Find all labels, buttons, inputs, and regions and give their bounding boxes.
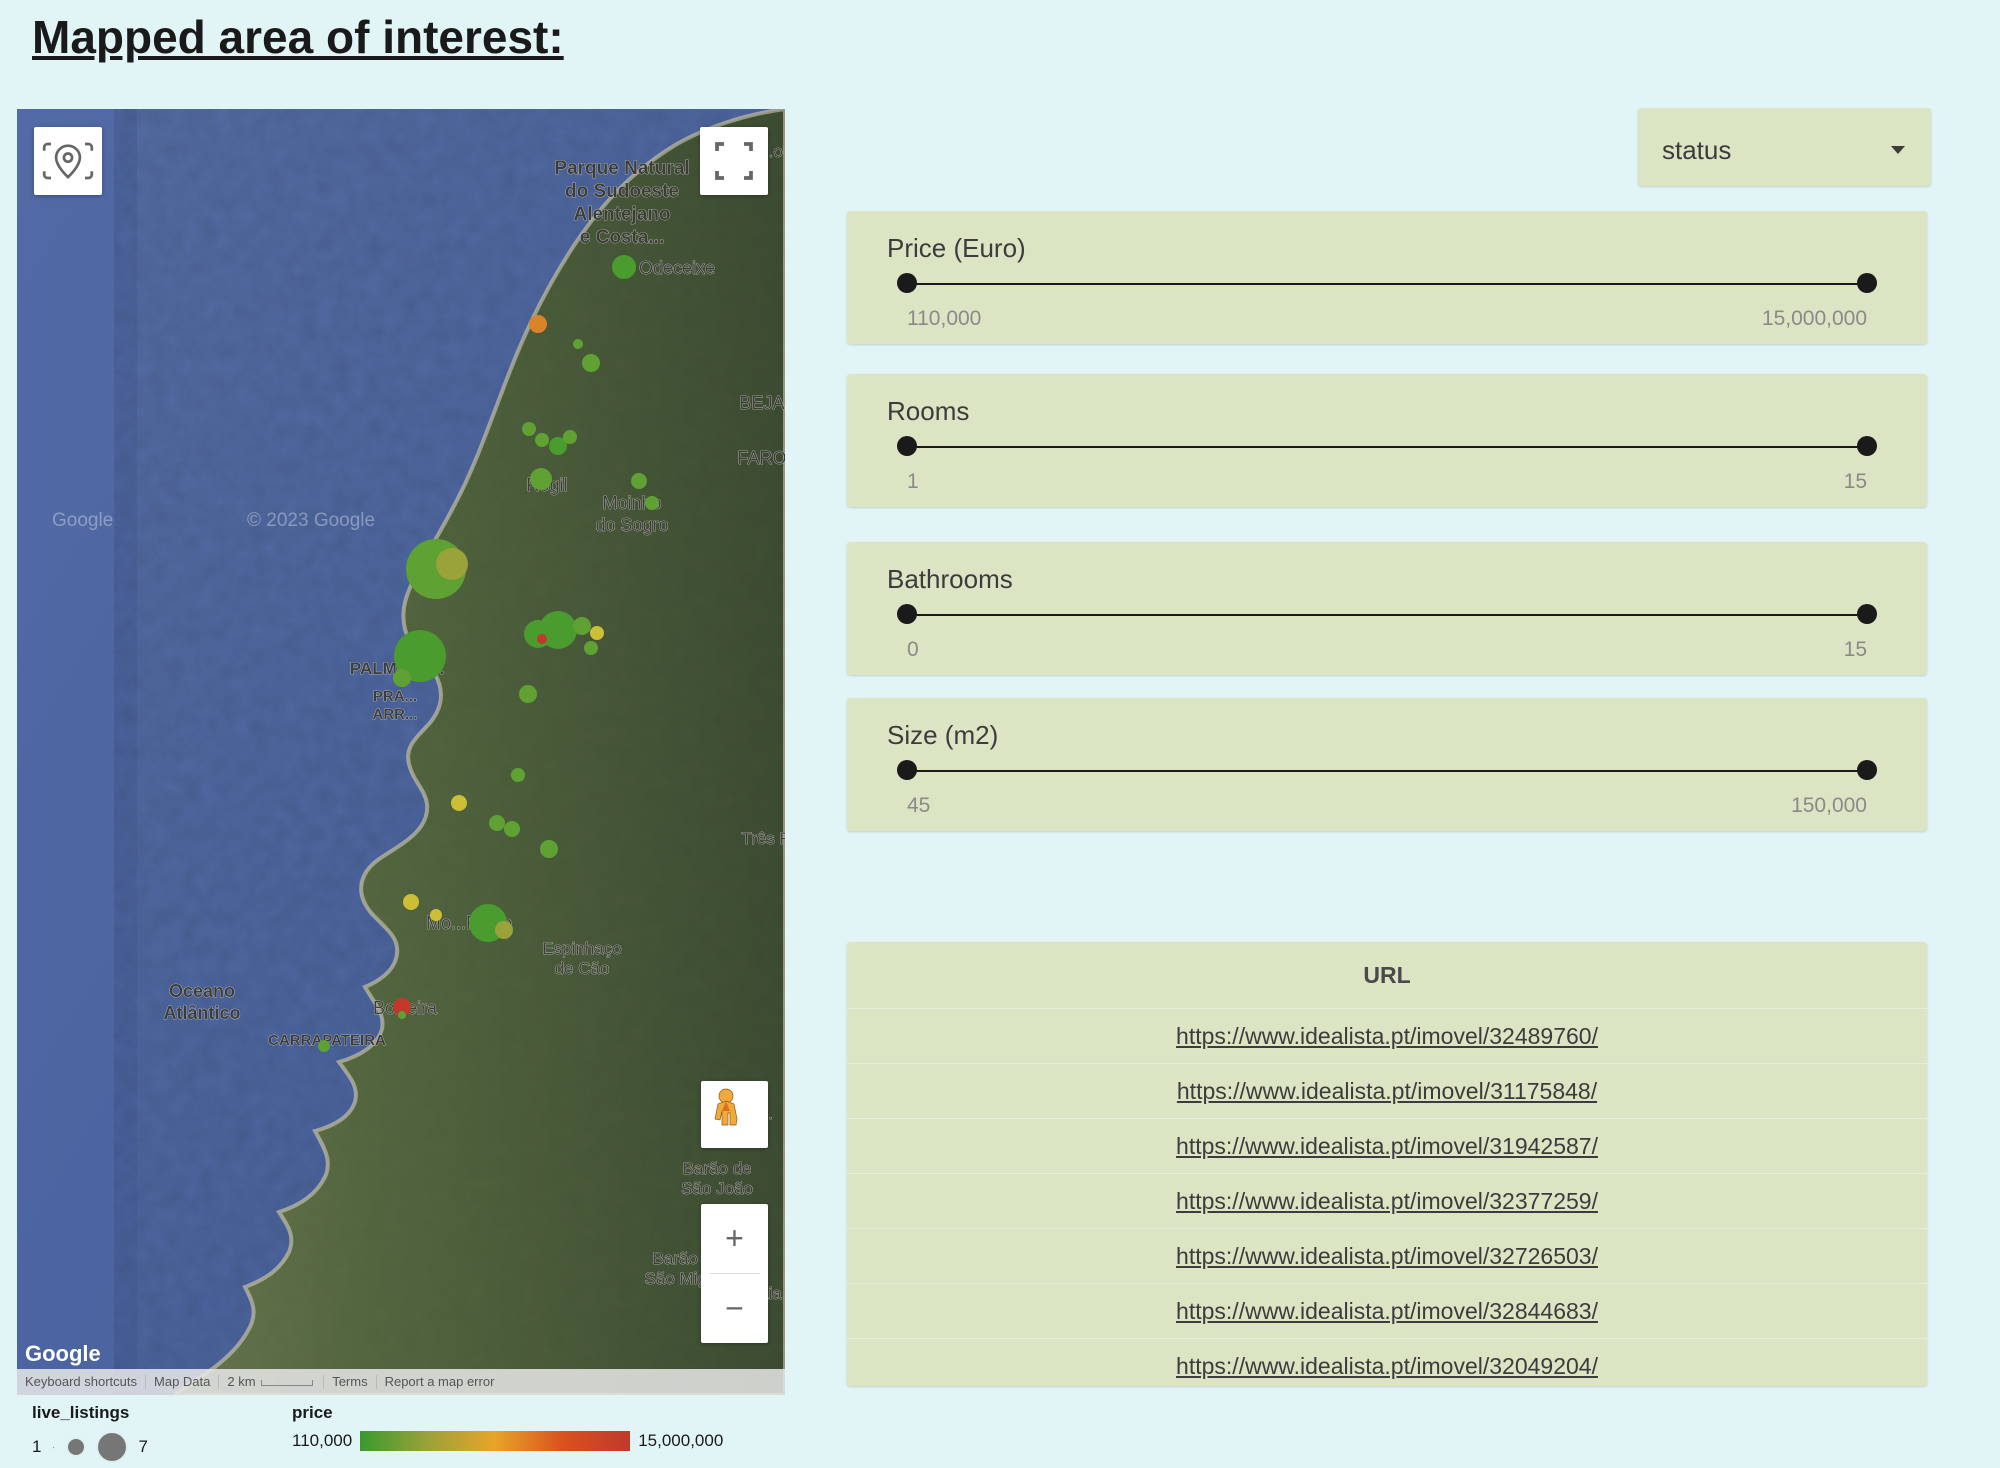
svg-text:do Sogro: do Sogro: [595, 515, 668, 535]
svg-text:BEJA: BEJA: [739, 393, 784, 413]
svg-text:Parque Natural: Parque Natural: [554, 158, 689, 179]
svg-text:Espinhaço: Espinhaço: [542, 939, 621, 958]
svg-text:Oceano: Oceano: [169, 981, 235, 1001]
svg-text:ARR...: ARR...: [373, 706, 418, 723]
svg-text:Alentejano: Alentejano: [573, 204, 670, 225]
svg-text:e Costa...: e Costa...: [580, 227, 664, 248]
svg-text:PRA...: PRA...: [373, 688, 417, 705]
svg-text:Três Figo: Três Figo: [741, 829, 785, 848]
svg-text:FARO: FARO: [737, 448, 785, 468]
svg-text:© 2023 Google: © 2023 Google: [247, 510, 375, 531]
svg-text:Odeceixe: Odeceixe: [639, 258, 715, 278]
svg-text:São João: São João: [681, 1179, 753, 1198]
svg-text:de Cão: de Cão: [555, 959, 610, 978]
svg-text:Barão de: Barão de: [683, 1159, 752, 1178]
svg-text:Google: Google: [52, 510, 113, 531]
svg-text:do Sudoeste: do Sudoeste: [565, 181, 679, 202]
svg-text:Atlântico: Atlântico: [163, 1003, 240, 1023]
